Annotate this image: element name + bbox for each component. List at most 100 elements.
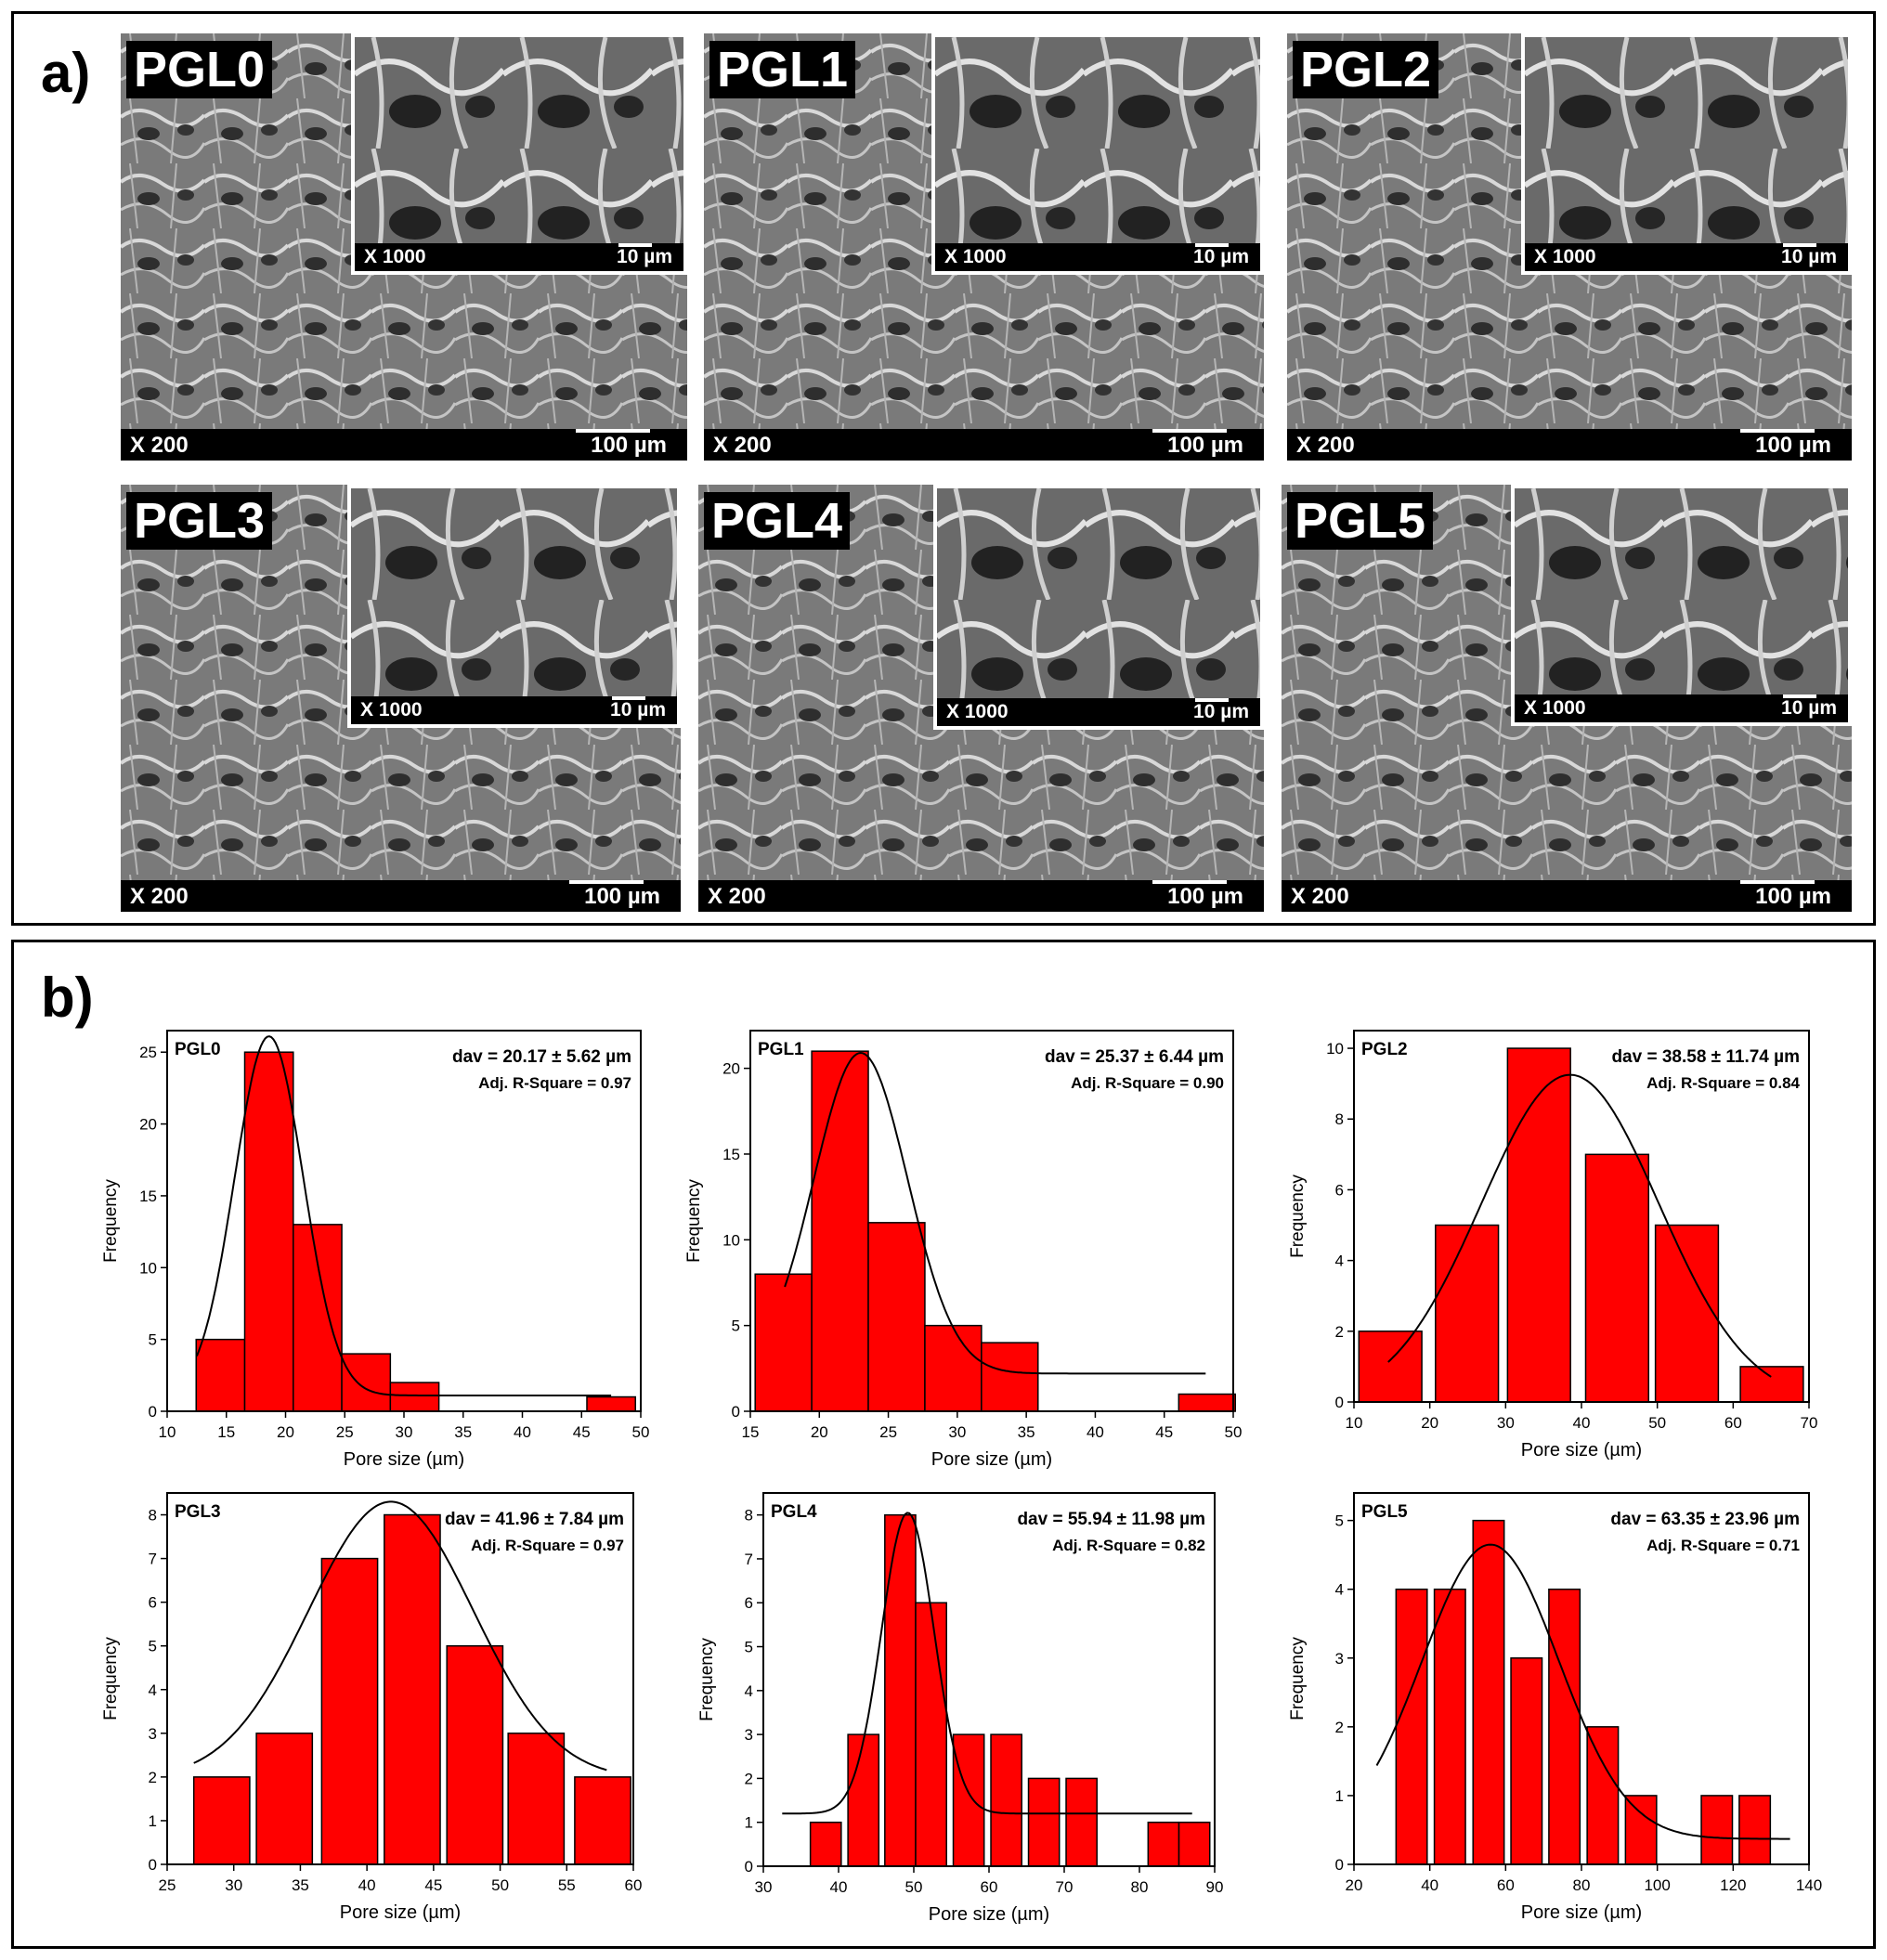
y-tick-label: 2 bbox=[149, 1769, 157, 1786]
r-square-annotation: Adj. R-Square = 0.97 bbox=[478, 1074, 631, 1092]
y-tick-label: 15 bbox=[722, 1146, 740, 1163]
x-tick-label: 10 bbox=[159, 1423, 176, 1441]
y-tick-label: 3 bbox=[1335, 1650, 1344, 1668]
x-tick-label: 30 bbox=[1497, 1414, 1515, 1432]
inset-scale-bar-label: 10 µm bbox=[1193, 246, 1249, 267]
x-tick-label: 50 bbox=[1225, 1423, 1243, 1441]
gaussian-fit-line bbox=[784, 1051, 1206, 1375]
y-tick-label: 6 bbox=[1335, 1181, 1344, 1199]
scale-bar-line bbox=[1740, 880, 1815, 884]
histogram-bar bbox=[1506, 1047, 1571, 1403]
x-tick-label: 60 bbox=[1724, 1414, 1742, 1432]
scale-bar-line bbox=[569, 880, 644, 884]
y-tick-label: 4 bbox=[1335, 1253, 1344, 1270]
histogram-bar bbox=[389, 1382, 440, 1412]
y-tick-label: 8 bbox=[745, 1507, 753, 1525]
magnification-label: X 200 bbox=[713, 433, 772, 458]
x-tick-label: 15 bbox=[217, 1423, 235, 1441]
x-tick-label: 20 bbox=[277, 1423, 294, 1441]
x-tick-label: 40 bbox=[358, 1876, 376, 1894]
inset-magnification-bar: X 1000 10 µm bbox=[935, 243, 1260, 271]
r-square-annotation: Adj. R-Square = 0.71 bbox=[1646, 1537, 1800, 1554]
histogram-bar bbox=[924, 1324, 983, 1412]
y-tick-label: 15 bbox=[139, 1188, 157, 1205]
y-axis-label: Frequency bbox=[101, 1179, 121, 1263]
inset-scale-bar-label: 10 µm bbox=[610, 699, 666, 720]
x-tick-label: 45 bbox=[424, 1876, 442, 1894]
x-tick-label: 50 bbox=[491, 1876, 509, 1894]
x-tick-label: 30 bbox=[755, 1878, 773, 1896]
y-tick-label: 2 bbox=[1335, 1323, 1344, 1341]
mean-pore-size-annotation: dav = 63.35 ± 23.96 µm bbox=[1610, 1510, 1800, 1529]
sample-label: PGL4 bbox=[704, 492, 851, 550]
histogram-bar bbox=[255, 1733, 314, 1865]
inset-texture bbox=[351, 488, 677, 724]
x-tick-label: 10 bbox=[1346, 1414, 1363, 1432]
inset-scale-bar-label: 10 µm bbox=[1781, 697, 1837, 719]
inset-scale-bar-line bbox=[1195, 243, 1229, 247]
chart-pgl0: 10 15 20 25 30 35 40 45 50 0 5 10 15 20 25 Pore size (µ… bbox=[101, 1030, 649, 1470]
sem-inset: X 1000 10 µm bbox=[933, 485, 1264, 730]
scale-bar-label: 100 µm bbox=[1167, 884, 1243, 909]
magnification-label: X 200 bbox=[1291, 884, 1349, 909]
y-tick-label: 3 bbox=[149, 1725, 157, 1743]
inset-magnification-bar: X 1000 10 µm bbox=[1525, 243, 1848, 271]
x-tick-label: 35 bbox=[1018, 1423, 1035, 1441]
y-tick-label: 5 bbox=[732, 1317, 740, 1335]
histogram-bar bbox=[811, 1050, 869, 1412]
histogram-bar bbox=[847, 1733, 880, 1867]
inset-magnification-label: X 1000 bbox=[944, 246, 1007, 267]
x-tick-label: 45 bbox=[1155, 1423, 1173, 1441]
x-tick-label: 40 bbox=[1573, 1414, 1591, 1432]
inset-magnification-label: X 1000 bbox=[946, 701, 1009, 722]
x-tick-label: 80 bbox=[1131, 1878, 1149, 1896]
histogram-bar bbox=[915, 1602, 947, 1867]
histogram-bar bbox=[341, 1353, 392, 1412]
histogram-bar bbox=[884, 1513, 917, 1867]
inset-texture bbox=[355, 37, 683, 271]
scale-bar-line bbox=[1152, 880, 1227, 884]
x-axis-label: Pore size (µm) bbox=[1521, 1440, 1642, 1460]
y-tick-label: 0 bbox=[745, 1858, 753, 1876]
y-axis-label: Frequency bbox=[101, 1637, 121, 1720]
gaussian-fit-line bbox=[193, 1500, 607, 1772]
x-tick-label: 45 bbox=[573, 1423, 591, 1441]
y-tick-label: 5 bbox=[149, 1331, 157, 1349]
magnification-bar: X 200 100 µm bbox=[704, 429, 1264, 461]
x-tick-label: 70 bbox=[1801, 1414, 1818, 1432]
r-square-annotation: Adj. R-Square = 0.90 bbox=[1071, 1074, 1224, 1092]
sample-label: PGL2 bbox=[1293, 41, 1439, 98]
histogram-bar bbox=[1584, 1153, 1650, 1403]
x-tick-label: 40 bbox=[830, 1878, 848, 1896]
y-tick-label: 1 bbox=[745, 1814, 753, 1832]
y-tick-label: 0 bbox=[1335, 1394, 1344, 1411]
x-tick-label: 15 bbox=[742, 1423, 760, 1441]
histogram-bar bbox=[243, 1051, 294, 1412]
mean-pore-size-annotation: dav = 25.37 ± 6.44 µm bbox=[1045, 1047, 1224, 1067]
x-axis-label: Pore size (µm) bbox=[344, 1449, 464, 1470]
inset-magnification-label: X 1000 bbox=[1534, 246, 1596, 267]
sem-inset: X 1000 10 µm bbox=[931, 33, 1264, 275]
histogram-bar bbox=[1548, 1588, 1581, 1865]
y-tick-label: 8 bbox=[149, 1507, 157, 1525]
sem-image-pgl1: PGL1 X 200 100 µm X 1000 10 µm bbox=[704, 33, 1264, 461]
histogram-bar bbox=[586, 1395, 637, 1412]
histogram-bar bbox=[1178, 1393, 1236, 1412]
inset-scale-bar-line bbox=[618, 243, 652, 247]
histogram-bar bbox=[1065, 1777, 1098, 1867]
histogram-bar bbox=[1586, 1726, 1620, 1865]
inset-scale-bar-line bbox=[1783, 243, 1816, 247]
histogram-bar bbox=[1510, 1657, 1543, 1865]
scale-bar-label: 100 µm bbox=[1755, 884, 1831, 909]
y-tick-label: 2 bbox=[1335, 1719, 1344, 1736]
magnification-label: X 200 bbox=[708, 884, 766, 909]
x-tick-label: 140 bbox=[1796, 1876, 1822, 1894]
gaussian-fit-line bbox=[1387, 1073, 1772, 1378]
x-tick-label: 25 bbox=[159, 1876, 176, 1894]
y-tick-label: 0 bbox=[732, 1403, 740, 1421]
inset-texture bbox=[1525, 37, 1848, 271]
scale-bar-label: 100 µm bbox=[1167, 433, 1243, 458]
inset-scale-bar-label: 10 µm bbox=[1781, 246, 1837, 267]
x-tick-label: 40 bbox=[1421, 1876, 1438, 1894]
